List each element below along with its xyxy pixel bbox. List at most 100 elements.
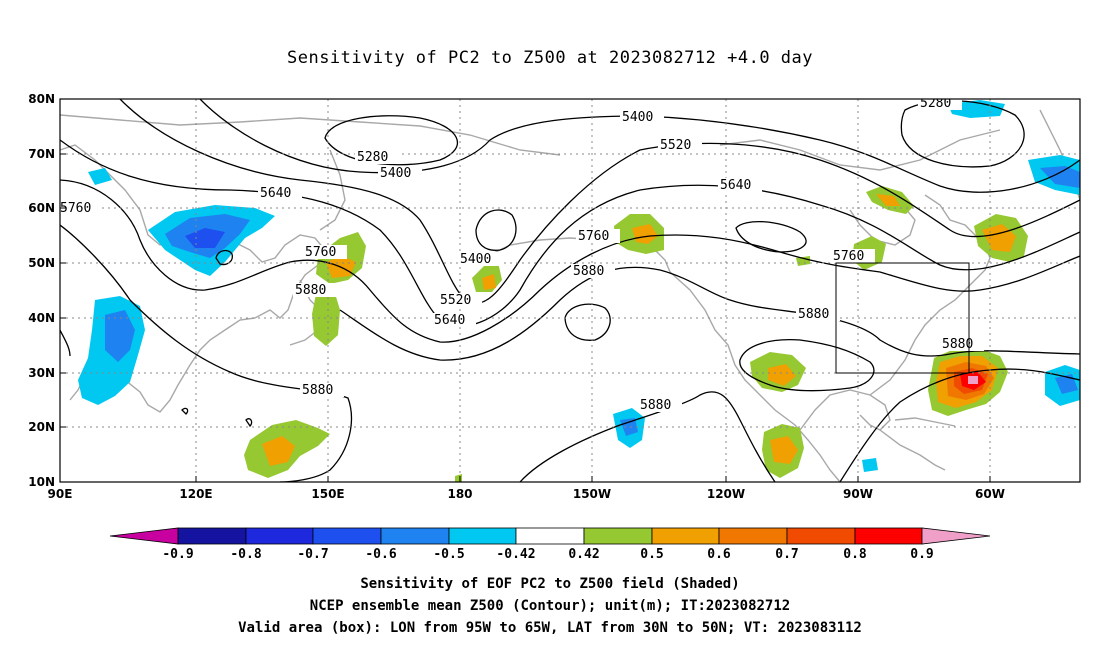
- lon-label: 120W: [707, 487, 745, 501]
- colorbar-label: 0.7: [775, 547, 798, 562]
- colorbar-label: -0.42: [496, 547, 535, 562]
- contour-small-2: [245, 418, 253, 428]
- svg-text:5400: 5400: [380, 166, 411, 181]
- lat-label: 40N: [28, 311, 55, 325]
- contour-label: 5880: [940, 337, 984, 352]
- gridlines: [60, 99, 1080, 482]
- colorbar-swatch: [312, 527, 382, 545]
- contour-5580-dash: [60, 329, 71, 357]
- lat-label: 50N: [28, 256, 55, 270]
- svg-text:5640: 5640: [720, 178, 751, 193]
- colorbar-end-left: [109, 527, 179, 545]
- coast-caribbean: [894, 417, 956, 427]
- svg-text:5520: 5520: [660, 138, 691, 153]
- colorbar-swatch: [245, 527, 314, 545]
- contour-label: 5640: [718, 178, 762, 193]
- latitude-labels: 80N 70N 60N 50N 40N 30N 20N 10N: [28, 92, 55, 489]
- lat-label: 70N: [28, 147, 55, 161]
- contour-5880-atl: [839, 368, 1080, 482]
- colorbar-label: -0.9: [162, 547, 193, 562]
- svg-text:5880: 5880: [798, 307, 829, 322]
- contour-label: 5760: [576, 229, 620, 244]
- colorbar-swatch: [854, 527, 923, 545]
- svg-text:5400: 5400: [460, 252, 491, 267]
- svg-text:5280: 5280: [920, 96, 951, 111]
- contour-5760-loop: [735, 220, 807, 253]
- contour-label: 5400: [620, 110, 664, 125]
- contour-label: 5400: [378, 166, 422, 181]
- caption-valid-area: Valid area (box): LON from 95W to 65W, L…: [238, 620, 862, 636]
- coast-siberia-north: [60, 114, 561, 156]
- contour-5760-small: [215, 249, 233, 266]
- contour-5880-south: [519, 391, 776, 482]
- map-plot-area: 5280 5400 5520 5640 5760 5880 5400 5520 …: [60, 96, 1080, 482]
- coast-arctic-islands: [719, 129, 1001, 171]
- lat-label: 80N: [28, 92, 55, 106]
- contour-label: 5640: [432, 313, 476, 328]
- contour-5520: [119, 99, 1080, 304]
- contour-labels: 5280 5400 5520 5640 5760 5880 5400 5520 …: [60, 96, 984, 413]
- lon-label: 180: [447, 487, 472, 501]
- coast-asia: [60, 144, 326, 413]
- colorbar-end-right: [921, 527, 991, 545]
- svg-text:5640: 5640: [434, 313, 465, 328]
- colorbar-label: 0.9: [910, 547, 933, 562]
- contour-label: 5640: [258, 186, 302, 201]
- contour-5880-pac: [564, 303, 611, 341]
- lon-label: 120E: [179, 487, 212, 501]
- contour-label: 5520: [658, 138, 702, 153]
- colorbar-swatch: [515, 527, 585, 545]
- colorbar-label: 0.6: [707, 547, 731, 562]
- caption-shading: Sensitivity of EOF PC2 to Z500 field (Sh…: [360, 576, 740, 592]
- contour-label: 5760: [831, 249, 875, 264]
- caption-contour: NCEP ensemble mean Z500 (Contour); unit(…: [309, 598, 791, 614]
- svg-text:5520: 5520: [440, 293, 471, 308]
- coast-gulf-mexico: [799, 389, 891, 431]
- contour-label: 5520: [438, 293, 482, 308]
- lat-label: 20N: [28, 420, 55, 434]
- svg-text:5760: 5760: [60, 201, 91, 216]
- colorbar-swatch: [583, 527, 653, 545]
- contour-5400-low: [475, 209, 517, 251]
- colorbar-swatch: [718, 527, 788, 545]
- lon-label: 150E: [311, 487, 344, 501]
- svg-text:5880: 5880: [302, 383, 333, 398]
- colorbar-label: -0.5: [433, 547, 464, 562]
- svg-text:5880: 5880: [942, 337, 973, 352]
- contour-5880-main: [60, 224, 353, 482]
- coast-central-america: [879, 429, 946, 471]
- valid-area-box: [835, 262, 970, 374]
- lon-label: 90W: [843, 487, 873, 501]
- svg-text:5880: 5880: [640, 398, 671, 413]
- contour-label: 5280: [355, 150, 399, 165]
- contour-small-1: [181, 407, 189, 415]
- map-frame: [59, 98, 1081, 483]
- colorbar-label: -0.8: [230, 547, 261, 562]
- longitude-labels: 90E 120E 150E 180 150W 120W 90W 60W: [48, 487, 1005, 501]
- svg-text:5880: 5880: [295, 283, 326, 298]
- contour-5880-east: [739, 339, 875, 392]
- colorbar: -0.9 -0.8 -0.7 -0.6 -0.5 -0.42 0.42 0.5 …: [109, 527, 991, 562]
- lon-label: 150W: [573, 487, 611, 501]
- svg-text:5880: 5880: [573, 264, 604, 279]
- colorbar-swatch: [651, 527, 720, 545]
- colorbar-swatch: [177, 527, 247, 545]
- colorbar-label: 0.42: [568, 547, 599, 562]
- colorbar-label: -0.7: [297, 547, 328, 562]
- colorbar-label: -0.6: [365, 547, 396, 562]
- lat-label: 60N: [28, 201, 55, 215]
- contour-5760-west: [60, 179, 1080, 343]
- map-title: Sensitivity of PC2 to Z500 at 2023082712…: [286, 48, 813, 68]
- colorbar-swatch: [448, 527, 517, 545]
- svg-text:5760: 5760: [305, 245, 336, 260]
- contour-label: 5880: [571, 264, 615, 279]
- caption-block: Sensitivity of EOF PC2 to Z500 field (Sh…: [0, 573, 1100, 639]
- svg-text:5640: 5640: [260, 186, 291, 201]
- coast-kamchatka: [319, 149, 346, 231]
- contour-label: 5880: [293, 283, 337, 298]
- contour-label: 5880: [796, 307, 840, 322]
- svg-text:5400: 5400: [622, 110, 653, 125]
- colorbar-swatch: [380, 527, 450, 545]
- axis-ticks: [60, 98, 991, 482]
